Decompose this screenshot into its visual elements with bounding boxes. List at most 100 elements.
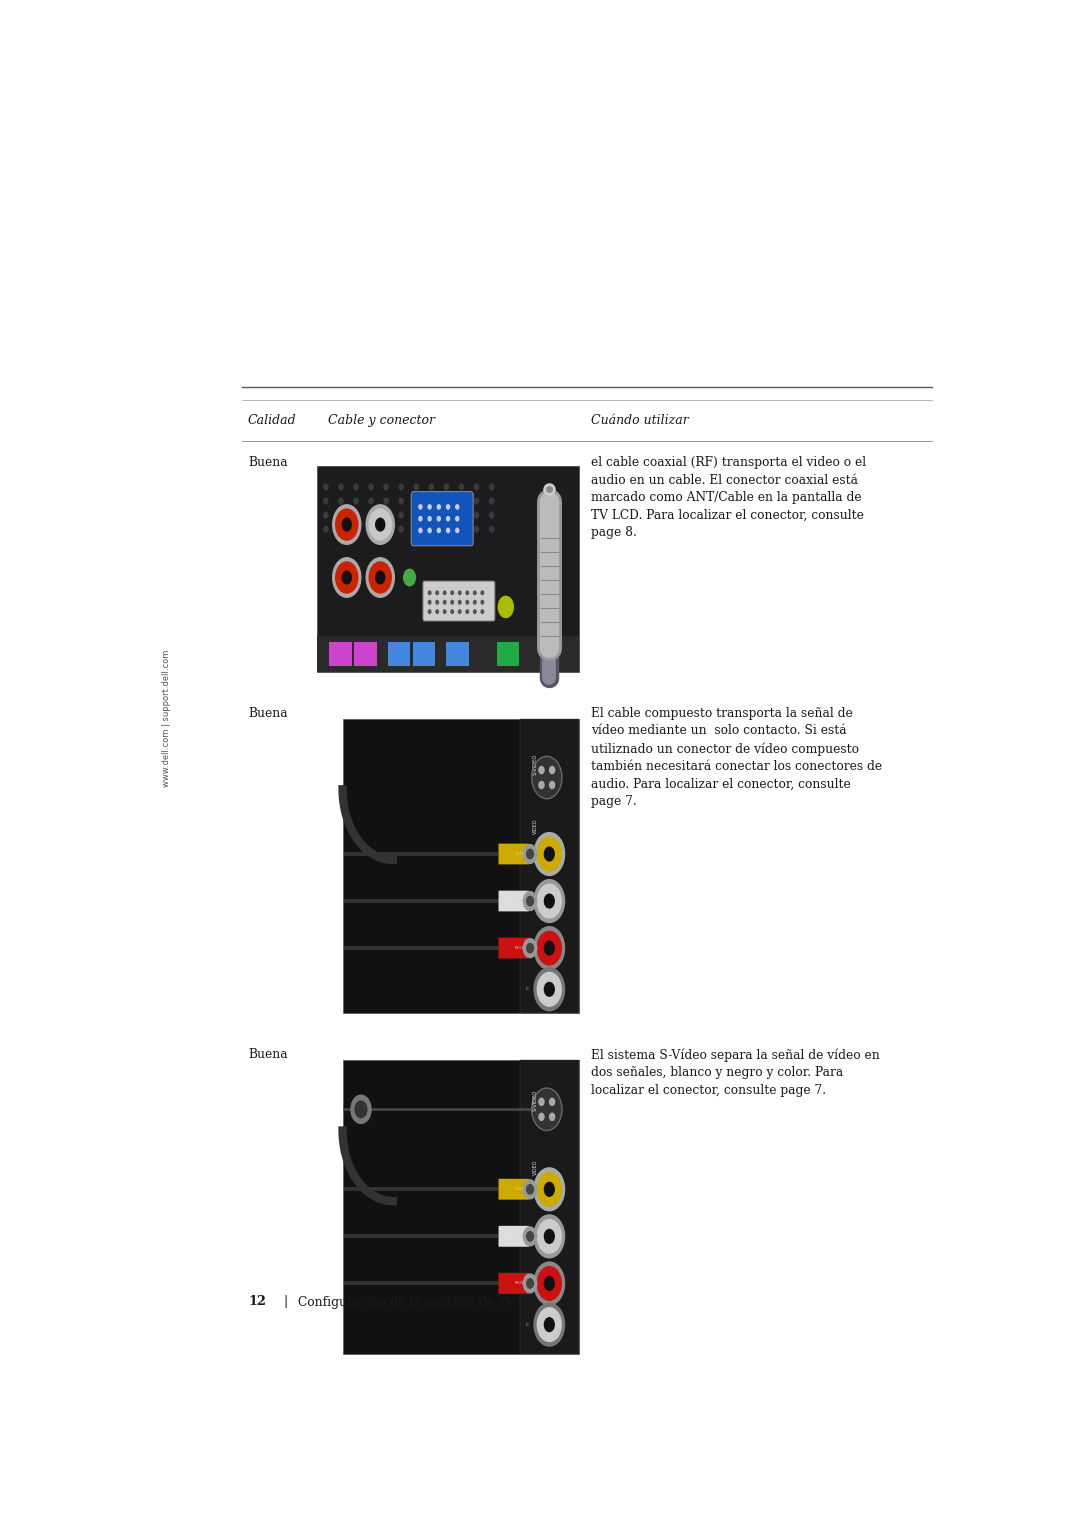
Circle shape: [527, 943, 534, 953]
Text: Configuración de la pantalla de TV LCD: Configuración de la pantalla de TV LCD: [298, 1296, 546, 1308]
Circle shape: [524, 1180, 537, 1199]
Circle shape: [535, 1215, 565, 1258]
Circle shape: [535, 1167, 565, 1210]
FancyBboxPatch shape: [318, 636, 579, 672]
Text: VIDEO: VIDEO: [532, 1160, 538, 1175]
Circle shape: [333, 504, 361, 544]
Circle shape: [538, 837, 562, 871]
Circle shape: [400, 484, 403, 490]
Circle shape: [342, 518, 351, 530]
Circle shape: [489, 484, 494, 490]
FancyBboxPatch shape: [423, 581, 495, 620]
FancyBboxPatch shape: [498, 843, 529, 865]
FancyBboxPatch shape: [497, 642, 519, 666]
Circle shape: [527, 897, 534, 906]
Circle shape: [524, 938, 537, 958]
Text: S-VIDEO: S-VIDEO: [532, 753, 538, 775]
Circle shape: [467, 610, 469, 613]
FancyBboxPatch shape: [329, 642, 352, 666]
Text: Buena: Buena: [248, 457, 287, 469]
Circle shape: [459, 610, 461, 613]
Circle shape: [535, 880, 565, 923]
Circle shape: [451, 610, 454, 613]
Circle shape: [535, 967, 565, 1010]
Text: El sistema S-Vídeo separa la señal de vídeo en
dos señales, blanco y negro y col: El sistema S-Vídeo separa la señal de ví…: [591, 1048, 880, 1097]
Circle shape: [429, 498, 433, 504]
Circle shape: [474, 484, 478, 490]
Circle shape: [414, 512, 418, 518]
Circle shape: [539, 1099, 544, 1105]
Circle shape: [544, 1317, 554, 1331]
Text: RIGHT: RIGHT: [515, 1282, 528, 1285]
Circle shape: [339, 526, 343, 532]
Circle shape: [369, 509, 391, 539]
Circle shape: [444, 512, 448, 518]
Circle shape: [384, 526, 388, 532]
Circle shape: [524, 1227, 537, 1245]
Circle shape: [333, 558, 361, 597]
Text: VIDEO: VIDEO: [515, 853, 528, 856]
Circle shape: [473, 610, 476, 613]
Circle shape: [531, 1088, 562, 1131]
Circle shape: [324, 484, 328, 490]
FancyBboxPatch shape: [498, 891, 529, 912]
Circle shape: [456, 504, 459, 509]
Text: VIDEO: VIDEO: [532, 819, 538, 834]
FancyBboxPatch shape: [498, 1225, 529, 1247]
Circle shape: [535, 926, 565, 970]
Circle shape: [473, 591, 476, 594]
Circle shape: [527, 1279, 534, 1288]
Circle shape: [473, 601, 476, 604]
Circle shape: [444, 498, 448, 504]
Circle shape: [527, 1232, 534, 1241]
Circle shape: [437, 516, 441, 521]
Circle shape: [467, 601, 469, 604]
Circle shape: [444, 484, 448, 490]
Circle shape: [354, 526, 359, 532]
Circle shape: [459, 512, 463, 518]
FancyBboxPatch shape: [413, 642, 435, 666]
Circle shape: [414, 498, 418, 504]
Circle shape: [429, 512, 433, 518]
Circle shape: [489, 498, 494, 504]
Circle shape: [436, 610, 438, 613]
Circle shape: [369, 526, 373, 532]
Circle shape: [538, 1172, 562, 1206]
Circle shape: [339, 512, 343, 518]
Circle shape: [456, 529, 459, 533]
Circle shape: [429, 601, 431, 604]
Circle shape: [446, 504, 449, 509]
Text: Calidad: Calidad: [248, 414, 297, 426]
Circle shape: [324, 526, 328, 532]
Circle shape: [336, 562, 357, 593]
Circle shape: [451, 601, 454, 604]
Circle shape: [429, 591, 431, 594]
Circle shape: [369, 562, 391, 593]
Circle shape: [550, 1099, 555, 1105]
Circle shape: [428, 504, 431, 509]
FancyBboxPatch shape: [342, 718, 579, 1013]
Circle shape: [354, 484, 359, 490]
Circle shape: [444, 591, 446, 594]
Circle shape: [419, 529, 422, 533]
Circle shape: [544, 1183, 554, 1196]
Circle shape: [538, 1267, 562, 1300]
Circle shape: [339, 484, 343, 490]
Circle shape: [538, 972, 562, 1005]
Text: |: |: [283, 1296, 287, 1308]
Text: El cable compuesto transporta la señal de
vídeo mediante un  solo contacto. Si e: El cable compuesto transporta la señal d…: [591, 707, 882, 808]
Circle shape: [481, 591, 484, 594]
Circle shape: [355, 1102, 367, 1117]
Circle shape: [456, 516, 459, 521]
Circle shape: [437, 529, 441, 533]
Circle shape: [498, 596, 513, 617]
Circle shape: [489, 512, 494, 518]
Circle shape: [459, 484, 463, 490]
FancyBboxPatch shape: [521, 1060, 579, 1354]
Circle shape: [354, 498, 359, 504]
Text: LEFT: LEFT: [518, 898, 528, 903]
Text: VIDEO: VIDEO: [515, 1187, 528, 1192]
Circle shape: [429, 610, 431, 613]
Text: Buena: Buena: [248, 707, 287, 720]
Text: Cuándo utilizar: Cuándo utilizar: [591, 414, 689, 426]
